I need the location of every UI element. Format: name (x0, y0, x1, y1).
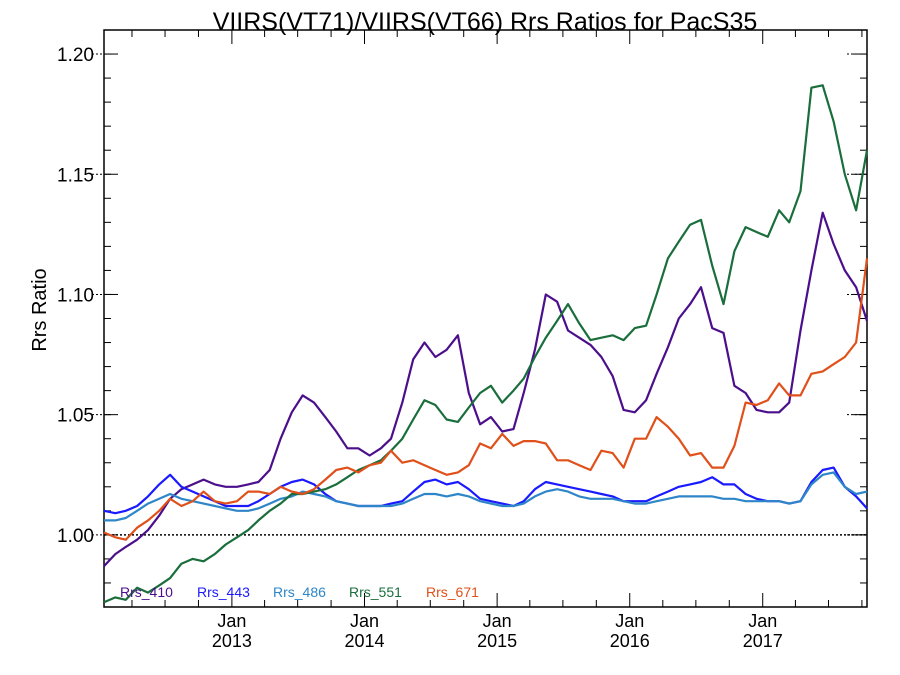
chart-title: VIIRS(VT71)/VIIRS(VT66) Rrs Ratios for P… (213, 8, 758, 36)
y-tick-label: 1.05 (57, 406, 94, 427)
x-tick-label-year: 2016 (610, 631, 650, 651)
legend-item: Rrs_671 (426, 584, 479, 600)
legend-item: Rrs_410 (120, 584, 173, 600)
x-tick-label-year: 2015 (477, 631, 517, 651)
x-tick-label-year: 2014 (344, 631, 384, 651)
x-tick-label-month: Jan (217, 611, 246, 631)
y-tick-label: 1.10 (57, 285, 94, 306)
plot-area: 1.001.051.101.151.20Jan2013Jan2014Jan201… (57, 30, 869, 651)
y-tick-label: 1.20 (57, 45, 94, 66)
legend-item: Rrs_551 (349, 584, 402, 600)
y-tick-label: 1.15 (57, 165, 94, 186)
x-tick-label-year: 2013 (212, 631, 252, 651)
x-tick-label-month: Jan (350, 611, 379, 631)
x-tick-label-month: Jan (483, 611, 512, 631)
legend-item: Rrs_443 (197, 584, 250, 600)
series-line-rrs-671 (103, 258, 869, 541)
series-line-rrs-410 (103, 211, 869, 567)
x-tick-label-year: 2017 (743, 631, 783, 651)
legend-item: Rrs_486 (273, 584, 326, 600)
x-tick-label-month: Jan (615, 611, 644, 631)
x-tick-label-month: Jan (748, 611, 777, 631)
series-line-rrs-443 (103, 466, 868, 515)
plot-frame (103, 29, 868, 608)
y-tick-label: 1.00 (57, 526, 94, 547)
series-line-rrs-486 (104, 471, 868, 522)
series-line-rrs-551 (103, 84, 869, 604)
y-axis-label: Rrs Ratio (29, 268, 51, 351)
